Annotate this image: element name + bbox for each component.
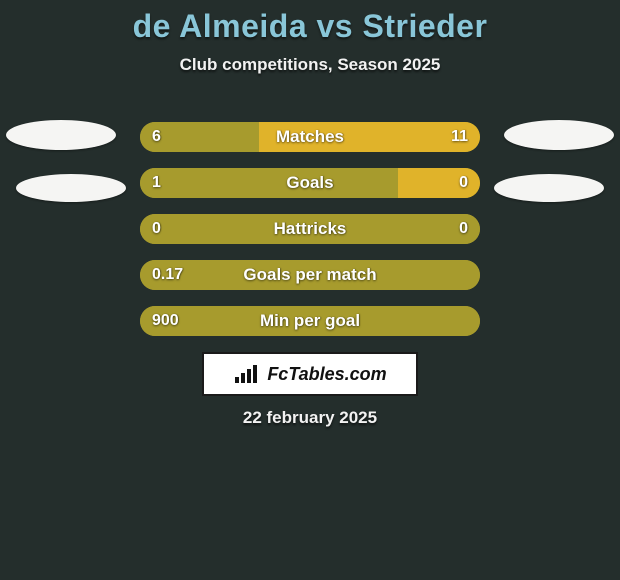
stat-metric: Goals <box>140 168 480 198</box>
player-left-badge-2 <box>16 174 126 202</box>
player-right-badge-1 <box>504 120 614 150</box>
player-left-badge-1 <box>6 120 116 150</box>
comparison-card: de Almeida vs Strieder Club competitions… <box>0 0 620 580</box>
stat-row: 6 Matches 11 <box>140 122 480 152</box>
stat-right-value: 0 <box>459 168 468 198</box>
stat-rows: 6 Matches 11 1 Goals 0 0 Hattricks 0 0.1… <box>140 122 480 352</box>
stat-right-value: 11 <box>451 122 468 152</box>
brand-text: FcTables.com <box>267 364 386 385</box>
stat-metric: Matches <box>140 122 480 152</box>
stat-row: 1 Goals 0 <box>140 168 480 198</box>
stat-metric: Hattricks <box>140 214 480 244</box>
bars-icon <box>233 363 261 385</box>
subtitle: Club competitions, Season 2025 <box>0 55 620 75</box>
stat-row: 0 Hattricks 0 <box>140 214 480 244</box>
stat-metric: Goals per match <box>140 260 480 290</box>
page-title: de Almeida vs Strieder <box>0 0 620 45</box>
date-text: 22 february 2025 <box>0 408 620 428</box>
stat-metric: Min per goal <box>140 306 480 336</box>
player-right-badge-2 <box>494 174 604 202</box>
stat-row: 900 Min per goal <box>140 306 480 336</box>
stat-right-value: 0 <box>459 214 468 244</box>
brand-logo-box: FcTables.com <box>202 352 418 396</box>
stat-row: 0.17 Goals per match <box>140 260 480 290</box>
